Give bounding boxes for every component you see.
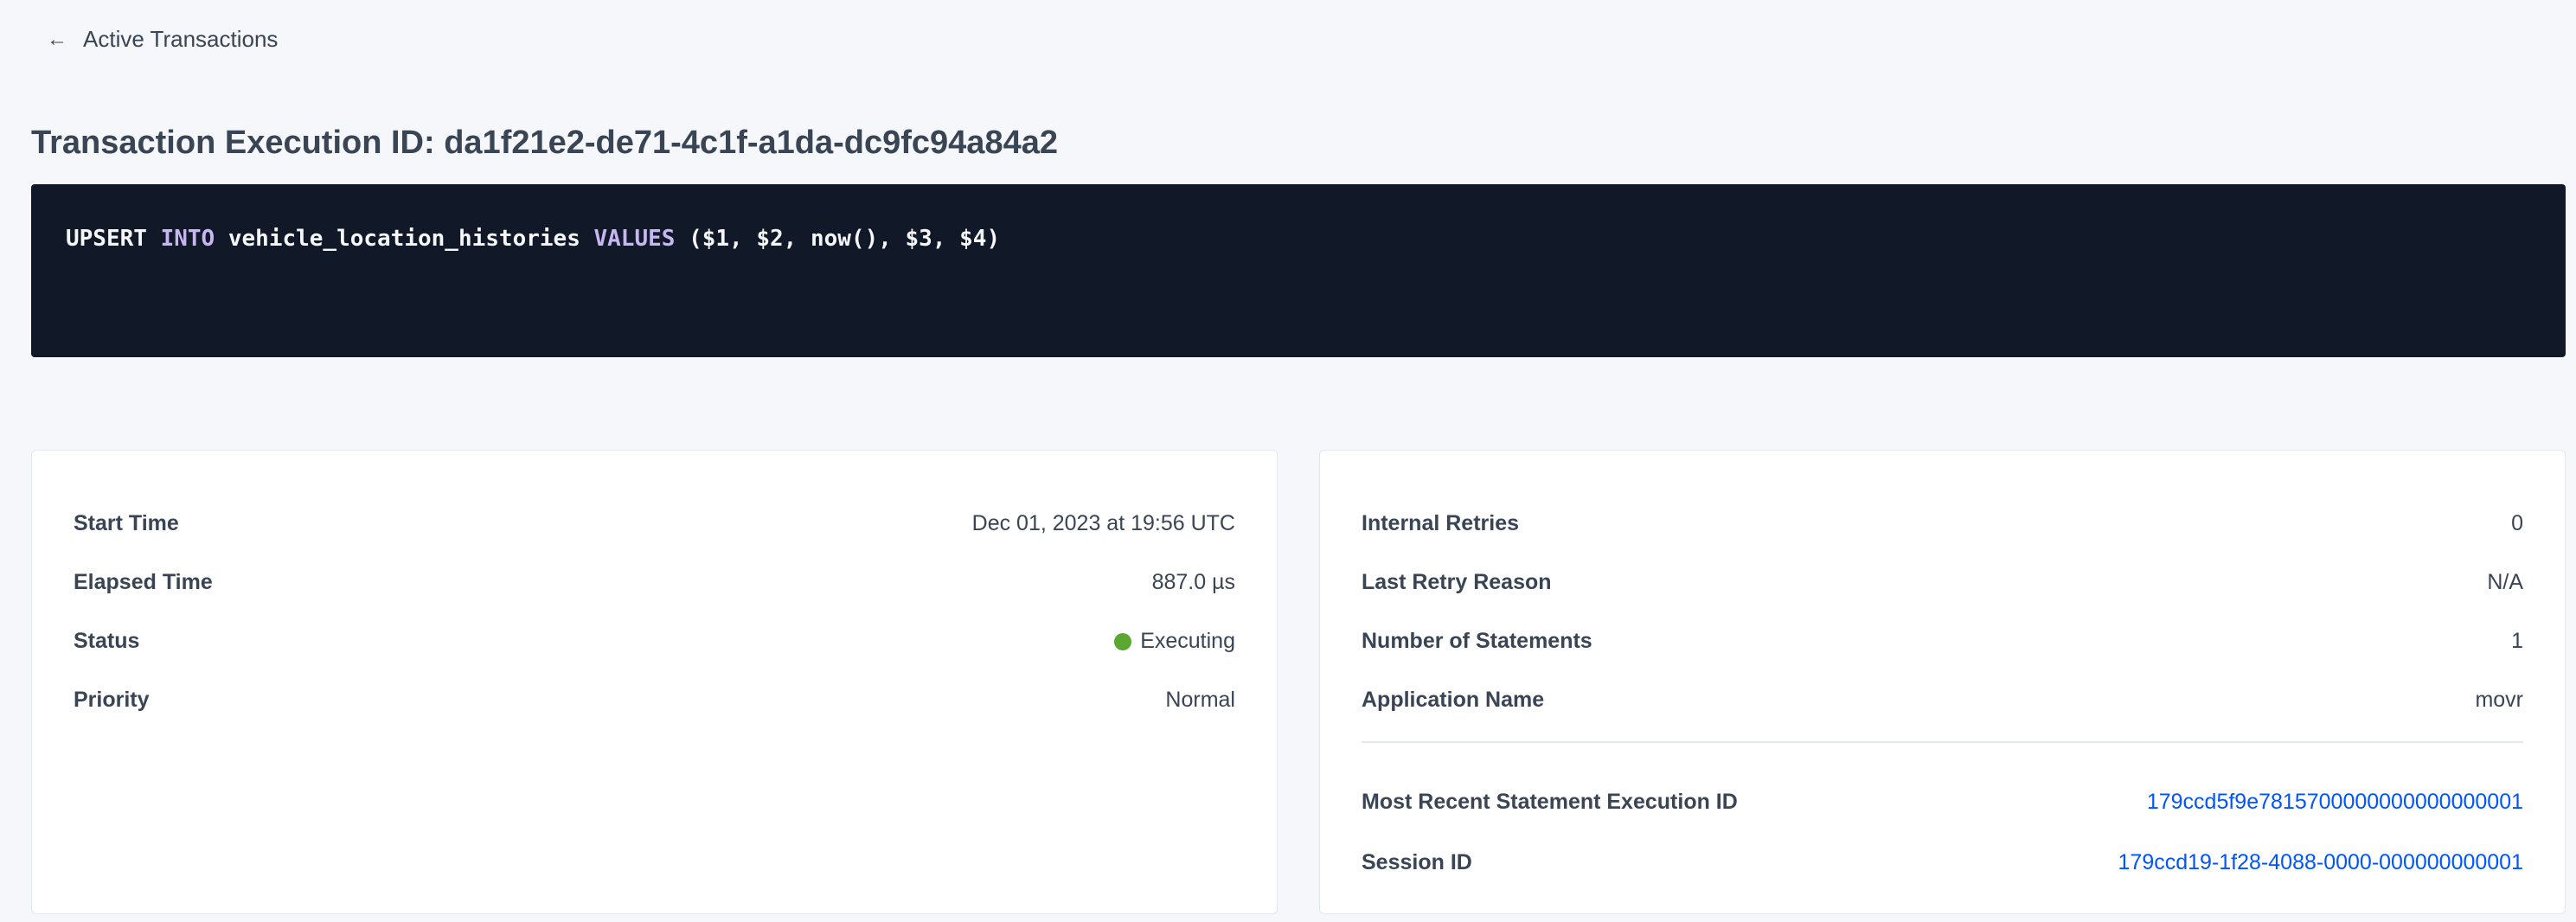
statement-execution-id-link[interactable]: 179ccd5f9e7815700000000000000001 (2146, 790, 2523, 814)
elapsed-time-row: Elapsed Time 887.0 µs (74, 570, 1235, 595)
sql-keyword: VALUES (593, 226, 676, 252)
row-label: Status (74, 629, 140, 653)
arrow-left-icon: ← (47, 27, 67, 51)
session-id-link[interactable]: 179ccd19-1f28-4088-0000-000000000001 (2118, 850, 2523, 874)
back-to-active-transactions-link[interactable]: ← Active Transactions (47, 26, 278, 53)
sql-token: vehicle_location_histories (215, 226, 594, 252)
page-title: Transaction Execution ID: da1f21e2-de71-… (31, 125, 1058, 161)
row-value: Dec 01, 2023 at 19:56 UTC (971, 511, 1235, 535)
start-time-row: Start Time Dec 01, 2023 at 19:56 UTC (74, 511, 1235, 536)
row-label: Application Name (1362, 688, 1545, 712)
status-text: Executing (1140, 629, 1235, 653)
session-id-row: Session ID 179ccd19-1f28-4088-0000-00000… (1362, 850, 2523, 875)
divider (1362, 741, 2523, 743)
row-label: Session ID (1362, 850, 1472, 874)
sql-token: UPSERT (66, 226, 161, 252)
application-name-row: Application Name movr (1362, 688, 2523, 713)
last-retry-reason-row: Last Retry Reason N/A (1362, 570, 2523, 595)
row-label: Internal Retries (1362, 511, 1520, 535)
status-value: Executing (1114, 629, 1235, 654)
number-of-statements-row: Number of Statements 1 (1362, 629, 2523, 654)
row-label: Start Time (74, 511, 179, 535)
sql-statement-block: UPSERT INTO vehicle_location_histories V… (31, 184, 2566, 357)
status-row: Status Executing (74, 629, 1235, 654)
sql-keyword: INTO (160, 226, 215, 252)
transaction-summary-card: Start Time Dec 01, 2023 at 19:56 UTC Ela… (31, 450, 1278, 914)
row-value: movr (2475, 688, 2523, 712)
sql-token: ($1, $2, now(), $3, $4) (675, 226, 1001, 252)
row-label: Number of Statements (1362, 629, 1592, 653)
statement-execution-id-row: Most Recent Statement Execution ID 179cc… (1362, 790, 2523, 815)
row-value: 1 (2511, 629, 2523, 653)
row-label: Elapsed Time (74, 570, 213, 594)
row-label: Priority (74, 688, 150, 712)
transaction-details-card: Internal Retries 0 Last Retry Reason N/A… (1319, 450, 2566, 914)
row-value: 887.0 µs (1151, 570, 1235, 594)
row-label: Last Retry Reason (1362, 570, 1552, 594)
internal-retries-row: Internal Retries 0 (1362, 511, 2523, 536)
row-value: 0 (2511, 511, 2523, 535)
priority-row: Priority Normal (74, 688, 1235, 713)
row-label: Most Recent Statement Execution ID (1362, 790, 1738, 814)
row-value: N/A (2487, 570, 2523, 594)
status-dot-icon (1114, 632, 1132, 650)
row-value: Normal (1165, 688, 1235, 712)
back-link-label: Active Transactions (83, 26, 279, 52)
